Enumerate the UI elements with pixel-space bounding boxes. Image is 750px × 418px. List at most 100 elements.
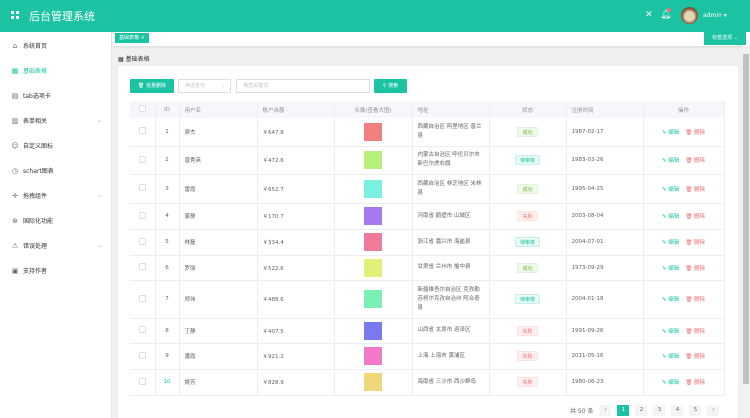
edit-button[interactable]: ✎ 编辑 [661, 129, 680, 136]
avatar-image[interactable] [364, 373, 382, 391]
row-checkbox[interactable] [138, 263, 146, 270]
avatar-image[interactable] [364, 151, 382, 169]
batch-delete-button[interactable]: 🗑︎ 批量删除 [130, 79, 174, 93]
column-header[interactable] [130, 101, 156, 118]
delete-label: 删除 [694, 380, 706, 386]
column-header: 注册时间 [566, 101, 644, 118]
page-button[interactable]: 2 [635, 405, 648, 416]
grid-menu-icon[interactable] [11, 11, 19, 19]
cell-balance: ￥652.7 [257, 174, 335, 204]
page-button[interactable]: 4 [671, 405, 684, 416]
avatar-image[interactable] [364, 207, 382, 225]
avatar-image[interactable] [364, 258, 382, 277]
tag-active[interactable]: 基础表格 × [115, 33, 149, 43]
edit-button[interactable]: ✎ 编辑 [661, 380, 680, 386]
delete-button[interactable]: 🗑︎ 删除 [685, 214, 706, 220]
sidebar-item[interactable]: ✛ 拖拽组件 ⌄ [0, 183, 112, 208]
delete-button[interactable]: 🗑︎ 删除 [685, 354, 706, 360]
row-checkbox[interactable] [138, 377, 146, 385]
fullscreen-icon[interactable]: ✕ [645, 10, 653, 20]
search-button[interactable]: ⚲ 搜索 [374, 79, 407, 93]
edit-button[interactable]: ✎ 编辑 [661, 158, 680, 164]
delete-label: 删除 [694, 214, 706, 220]
sidebar-item[interactable]: ▥ 表单相关 ⌄ [0, 108, 112, 133]
avatar-image[interactable] [364, 347, 382, 365]
table-row: 3 雷霞 ￥652.7 西藏自治区 林芝地区 米林县 成功 1995-04-25… [130, 174, 725, 204]
tag-options-button[interactable]: 标签选项 ⌄ [704, 32, 746, 45]
delete-button[interactable]: 🗑︎ 删除 [685, 186, 706, 193]
avatar-image[interactable] [364, 321, 382, 340]
bell-icon[interactable]: 🔔︎ [660, 10, 672, 20]
avatar-image[interactable] [364, 233, 382, 251]
sidebar-item[interactable]: ⚠ 错误处理 ⌄ [0, 233, 112, 258]
sidebar-icon: ✛ [12, 191, 18, 200]
row-checkbox[interactable] [138, 127, 146, 135]
edit-button[interactable]: ✎ 编辑 [661, 186, 680, 193]
sidebar-item[interactable]: ▣ 支持作者 [0, 258, 112, 283]
scrollbar-thumb[interactable] [743, 54, 749, 384]
delete-button[interactable]: 🗑︎ 删除 [685, 297, 706, 303]
select-all-checkbox[interactable] [138, 105, 146, 112]
delete-label: 删除 [694, 265, 706, 272]
delete-button[interactable]: 🗑︎ 删除 [685, 380, 706, 386]
row-checkbox[interactable] [138, 184, 146, 191]
cell-address: 海南省 三沙市 西沙群岛 [412, 369, 490, 396]
cell-address: 西藏自治区 林芝地区 米林县 [412, 174, 490, 204]
row-checkbox[interactable] [138, 351, 146, 359]
delete-button[interactable]: 🗑︎ 删除 [685, 265, 706, 272]
delete-button[interactable]: 🗑︎ 删除 [685, 158, 706, 164]
delete-button[interactable]: 🗑︎ 删除 [685, 129, 706, 136]
edit-button[interactable]: ✎ 编辑 [661, 328, 680, 335]
cell-date: 1980-06-23 [566, 369, 644, 396]
table-row: 8 丁静 ￥407.5 山西省 太原市 迎泽区 失败 1991-09-26 ✎ … [130, 318, 725, 344]
user-avatar[interactable] [681, 7, 698, 24]
user-dropdown[interactable]: admin ▾ [703, 12, 727, 19]
edit-label: 编辑 [668, 214, 680, 220]
top-header: 后台管理系统 ✕ 🔔︎ admin ▾ [0, 0, 750, 32]
edit-button[interactable]: ✎ 编辑 [661, 214, 680, 220]
edit-label: 编辑 [668, 328, 680, 335]
keyword-placeholder: 筛选关键词 [243, 83, 269, 89]
province-select[interactable]: 筛选省份 ⌄ [178, 79, 231, 93]
edit-label: 编辑 [668, 380, 680, 386]
edit-button[interactable]: ✎ 编辑 [661, 297, 680, 303]
sidebar-item-label: 拖拽组件 [23, 193, 48, 200]
edit-button[interactable]: ✎ 编辑 [661, 265, 680, 272]
table-row: 4 姜静 ￥170.7 河南省 鹤壁市 山城区 失败 2003-08-04 ✎ … [130, 203, 725, 230]
delete-button[interactable]: 🗑︎ 删除 [685, 240, 706, 246]
delete-button[interactable]: 🗑︎ 删除 [685, 328, 706, 335]
avatar-image[interactable] [364, 122, 382, 141]
edit-button[interactable]: ✎ 编辑 [661, 354, 680, 360]
row-checkbox[interactable] [138, 211, 146, 219]
sidebar-icon: ⚠ [11, 241, 19, 250]
row-checkbox[interactable] [138, 155, 146, 163]
row-checkbox[interactable] [138, 294, 146, 302]
cell-date: 2004-07-01 [566, 229, 644, 256]
chevron-down-icon: ⌄ [96, 117, 102, 124]
delete-label: 删除 [694, 297, 706, 303]
page-button[interactable]: 5 [689, 405, 702, 416]
avatar-image[interactable] [364, 179, 382, 198]
edit-button[interactable]: ✎ 编辑 [661, 240, 680, 246]
close-icon[interactable]: × [140, 35, 145, 41]
sidebar-item[interactable]: ⊛ 国际化功能 [0, 208, 112, 233]
app-title: 后台管理系统 [29, 10, 95, 23]
page-button[interactable]: 3 [653, 405, 666, 416]
scrollbar[interactable] [742, 46, 750, 418]
sidebar-item[interactable]: ◷ schart图表 [0, 158, 112, 183]
sidebar-item[interactable]: ▦ 基础表格 [0, 58, 112, 83]
next-page-button[interactable]: › [707, 405, 720, 416]
sidebar-item-label: 基础表格 [23, 68, 48, 75]
page-button[interactable]: 1 [617, 405, 630, 416]
prev-page-button[interactable]: ‹ [599, 405, 612, 416]
sidebar-item[interactable]: ⌂ 系统首页 [0, 33, 112, 58]
sidebar-item[interactable]: ☺ 自定义图标 [0, 133, 112, 158]
delete-label: 删除 [694, 354, 706, 360]
sidebar-item[interactable]: ▤ tab选项卡 [0, 83, 112, 108]
cell-username: 林磊 [179, 229, 258, 256]
row-checkbox[interactable] [138, 237, 146, 245]
avatar-image[interactable] [364, 290, 382, 308]
row-checkbox[interactable] [138, 326, 146, 333]
cell-id: 7 [155, 280, 180, 319]
keyword-input[interactable]: 筛选关键词 [236, 79, 370, 93]
